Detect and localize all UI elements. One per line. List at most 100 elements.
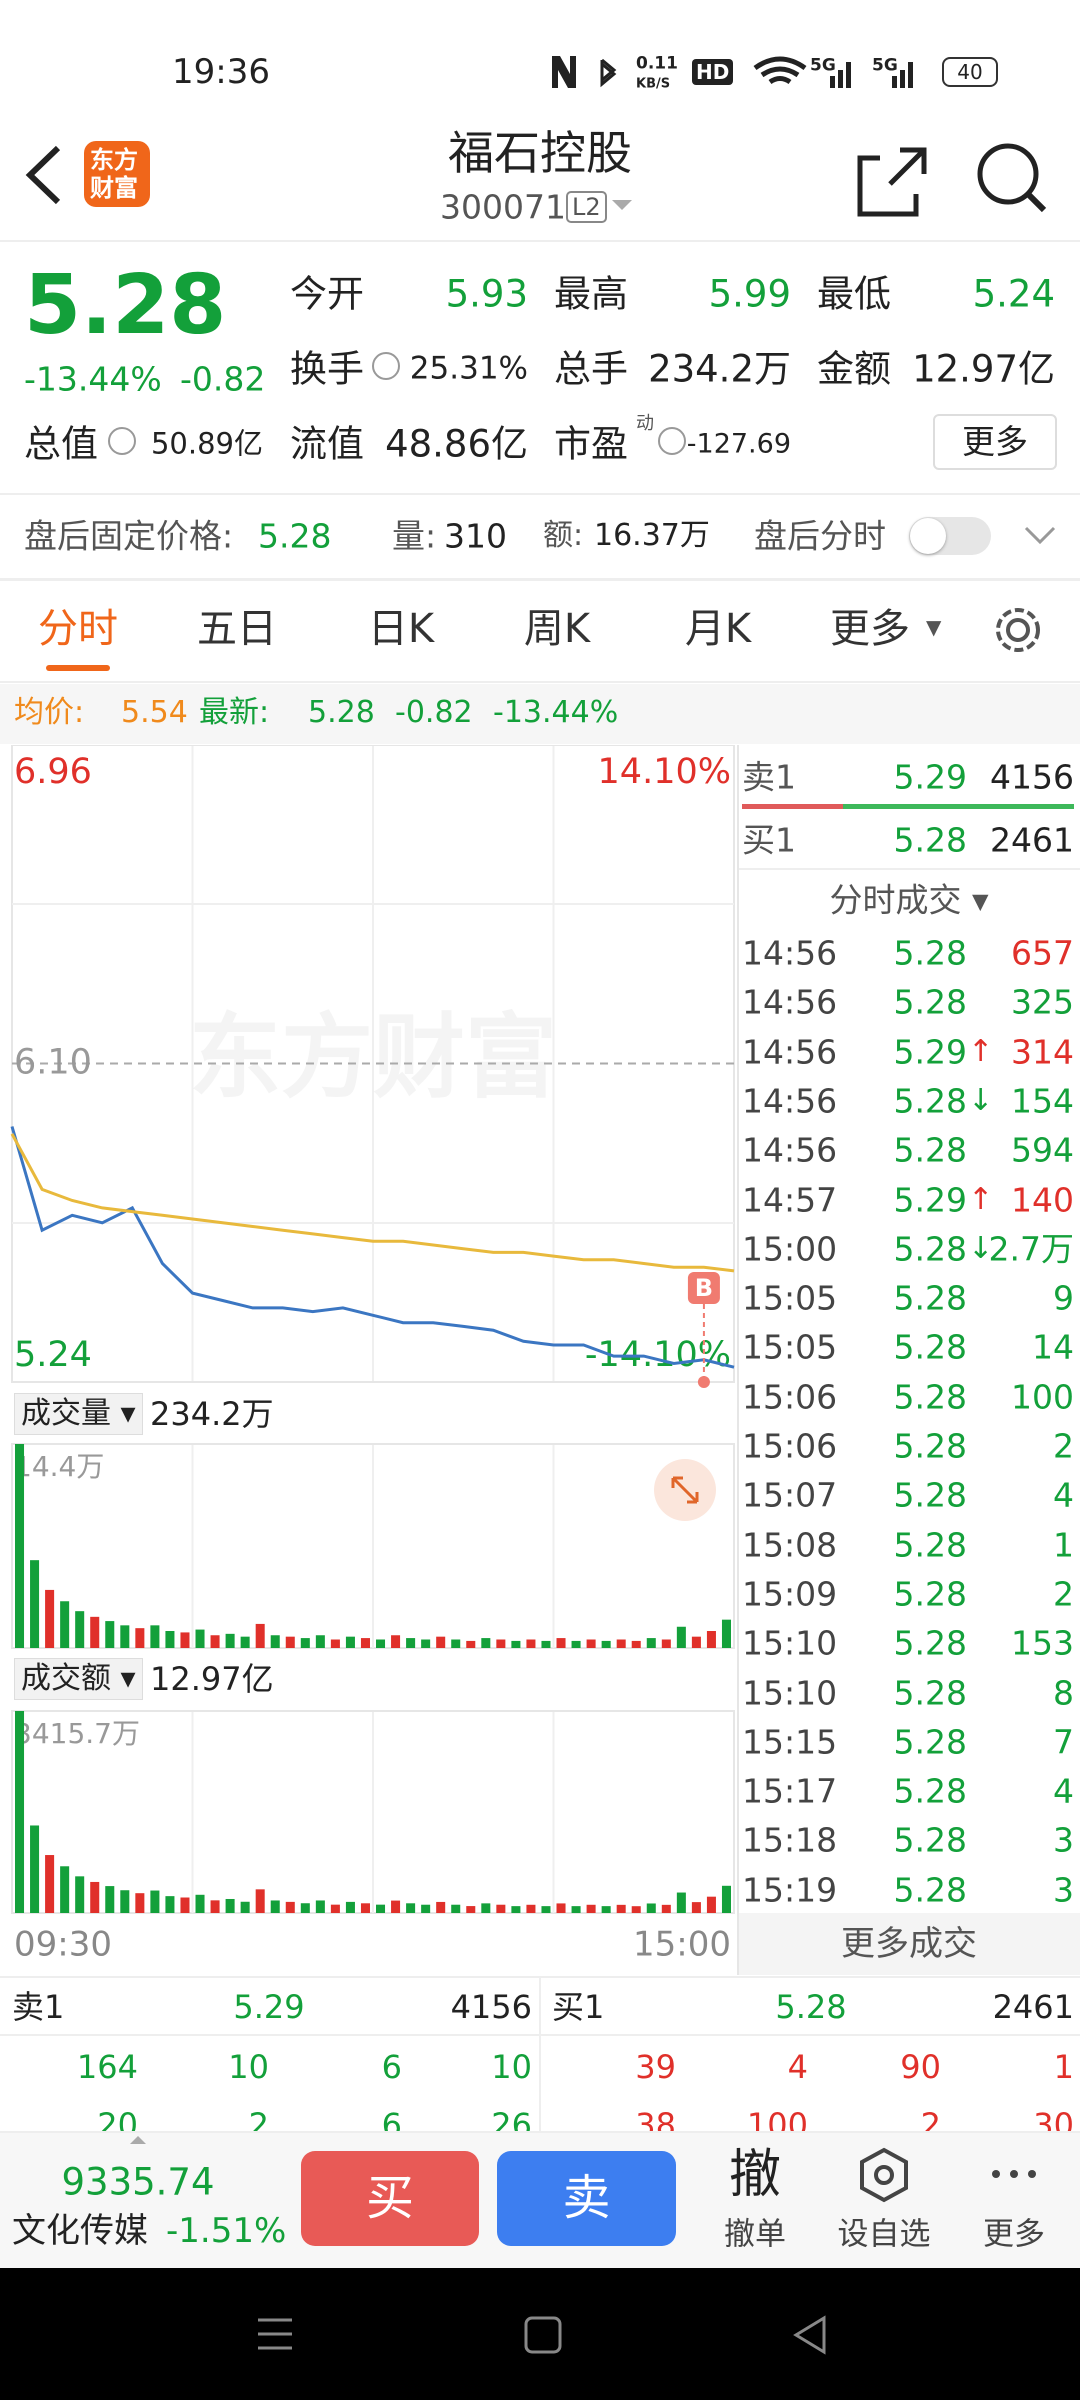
- more-trades-text: 更多成交: [841, 1924, 977, 1964]
- trade-volume: 657: [1011, 933, 1074, 973]
- watchlist-icon[interactable]: [856, 2146, 912, 2206]
- after-label: 盘后固定价格:: [24, 516, 234, 556]
- trades-title-text: 分时成交: [829, 880, 962, 920]
- trade-volume: 1: [1053, 1525, 1074, 1565]
- trade-price: 5.28: [893, 1820, 967, 1860]
- divider: [0, 240, 1080, 242]
- index-name[interactable]: 文化传媒: [12, 2211, 148, 2251]
- bar: [571, 1640, 581, 1648]
- last-change-pct: -13.44%: [493, 695, 619, 730]
- tab[interactable]: 五日: [197, 606, 277, 652]
- stat-label: 流值: [290, 422, 364, 466]
- cancel-icon[interactable]: 撤: [728, 2145, 782, 2205]
- buy-button[interactable]: 买: [301, 2151, 479, 2246]
- fullscreen-button[interactable]: [653, 1458, 717, 1522]
- more-button[interactable]: 更多: [933, 414, 1057, 470]
- last-price: 5.28: [24, 258, 227, 353]
- annotation-text: B: [695, 1274, 713, 1302]
- trade-price: 5.28: [893, 1870, 967, 1910]
- bar: [30, 1560, 40, 1648]
- back-button[interactable]: [25, 145, 61, 205]
- nav-home[interactable]: [524, 2316, 562, 2354]
- bar: [556, 1638, 566, 1648]
- trade-price: 5.28: [893, 1278, 967, 1318]
- trade-price: 5.28: [893, 1377, 967, 1417]
- more-trades-button[interactable]: [739, 1913, 1080, 1975]
- price-line: [10, 1133, 735, 1273]
- bar: [150, 1625, 160, 1648]
- bar: [345, 1636, 355, 1648]
- battery: 40: [942, 57, 998, 87]
- caret-up: [130, 2136, 146, 2144]
- index-change[interactable]: -1.51%: [166, 2211, 287, 2251]
- more-label[interactable]: 更多: [983, 2216, 1045, 2253]
- trade-volume: 325: [1011, 982, 1074, 1022]
- expand-chevron[interactable]: [1022, 522, 1058, 550]
- bar: [285, 1901, 295, 1913]
- bar: [240, 1901, 250, 1913]
- bar: [345, 1901, 355, 1913]
- nav-back[interactable]: [793, 2315, 826, 2355]
- sell-button[interactable]: 卖: [497, 2151, 676, 2246]
- trade-volume: 153: [1011, 1623, 1074, 1663]
- after-label: 量:: [392, 516, 437, 556]
- trade-time: 15:05: [742, 1278, 838, 1318]
- book-cell: 1: [1053, 2048, 1074, 2086]
- more-icon[interactable]: [988, 2164, 1040, 2184]
- bar: [406, 1903, 416, 1913]
- y-tick-label: 6.96: [14, 752, 92, 792]
- trade-price: 5.28: [893, 1081, 967, 1121]
- search-button[interactable]: [977, 143, 1039, 205]
- settings-button[interactable]: [992, 604, 1044, 656]
- info-icon[interactable]: [108, 427, 136, 455]
- tab[interactable]: 周K: [523, 606, 591, 652]
- bar: [541, 1640, 551, 1648]
- trade-time: 15:09: [742, 1574, 838, 1614]
- trade-price: 5.28: [893, 1623, 967, 1663]
- tab[interactable]: 日K: [367, 606, 435, 652]
- book-cell: 38: [635, 2106, 676, 2131]
- bar: [691, 1902, 701, 1913]
- bar: [466, 1640, 476, 1648]
- bar: [60, 1601, 70, 1648]
- nav-menu[interactable]: [258, 2318, 292, 2350]
- bar: [240, 1636, 250, 1648]
- book-volume: 2461: [992, 1988, 1074, 2026]
- depth-label: 卖1: [742, 757, 796, 797]
- avg-label: 均价:: [14, 695, 85, 730]
- logo-text: 财富: [90, 174, 138, 202]
- after-volume: 310: [444, 516, 507, 556]
- info-icon[interactable]: [658, 427, 686, 455]
- net-unit: KB/S: [636, 76, 671, 92]
- book-cell: 4: [787, 2048, 808, 2086]
- share-button[interactable]: [857, 147, 927, 217]
- divider: [0, 681, 1080, 683]
- trade-price: 5.28: [893, 1475, 967, 1515]
- cancel-label[interactable]: 撤单: [724, 2216, 786, 2253]
- bar: [330, 1904, 340, 1913]
- info-icon[interactable]: [372, 352, 400, 380]
- volume-title[interactable]: 成交量 ▾: [14, 1393, 143, 1435]
- bar: [255, 1623, 265, 1648]
- tab-caret[interactable]: ▼: [926, 615, 942, 639]
- bar: [661, 1904, 671, 1913]
- tab[interactable]: 更多: [830, 606, 910, 652]
- watchlist-label[interactable]: 设自选: [837, 2216, 931, 2253]
- bar: [721, 1885, 731, 1913]
- toggle[interactable]: [909, 517, 991, 555]
- amount-title-text: 成交额: [21, 1661, 111, 1696]
- watermark: 东方财富: [189, 1004, 557, 1111]
- book-cell: 164: [76, 2048, 138, 2086]
- index-value[interactable]: 9335.74: [61, 2160, 215, 2204]
- stock-code: 300071: [440, 187, 566, 227]
- change-pct: -13.44%: [24, 359, 162, 399]
- amount-title[interactable]: 成交额 ▾: [14, 1658, 143, 1700]
- y-tick-label: 14.4万: [14, 1450, 104, 1483]
- trade-time: 14:57: [742, 1180, 838, 1219]
- tab[interactable]: 月K: [684, 606, 752, 652]
- tab[interactable]: 分时: [38, 606, 118, 652]
- trades-title[interactable]: 分时成交 ▾: [829, 880, 989, 920]
- bar: [315, 1900, 325, 1913]
- trade-volume: 3: [1053, 1870, 1074, 1910]
